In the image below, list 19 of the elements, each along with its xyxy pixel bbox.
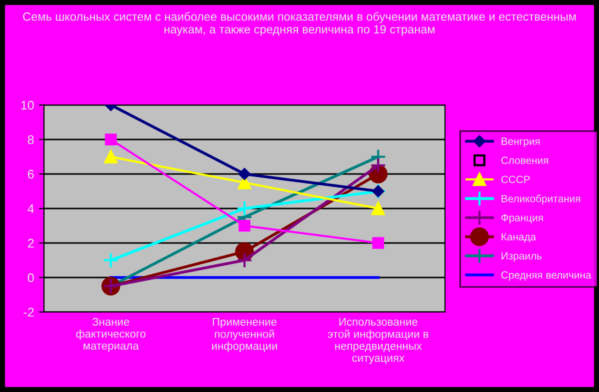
x-tick-label: Использование этой информации в непредвиденных ситуациях [328, 318, 428, 364]
legend-label: Венгрия [502, 138, 540, 148]
y-tick-label: 6 [28, 170, 34, 179]
y-tick-label: 4 [28, 204, 34, 214]
y-tick-label: 0 [28, 273, 34, 282]
y-tick-label: 2 [28, 238, 34, 248]
legend-label: Средняя величина [501, 271, 592, 281]
legend-label: Словения [501, 156, 548, 164]
y-tick-label: -2 [24, 308, 34, 317]
legend-label: СССР [501, 176, 530, 184]
legend-label: Канада [502, 233, 536, 242]
y-tick-label: 8 [28, 135, 34, 144]
x-tick-label: Знание фактического материала [76, 318, 146, 352]
chart-title: Семь школьных систем с наиболее высокими показателями в обучении математике и естественным наукам, а также средняя величина по 19 странам [23, 12, 576, 36]
legend-label: Великобритания [502, 194, 580, 204]
y-tick-label: 10 [21, 100, 34, 110]
legend-label: Франция [501, 214, 543, 224]
legend-label: Израиль [502, 252, 542, 262]
x-tick-label: Применение полученной информации [212, 318, 277, 352]
